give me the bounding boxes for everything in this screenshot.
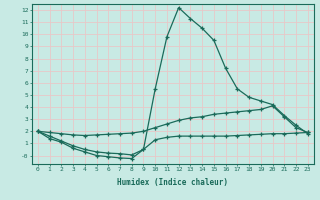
- X-axis label: Humidex (Indice chaleur): Humidex (Indice chaleur): [117, 178, 228, 187]
